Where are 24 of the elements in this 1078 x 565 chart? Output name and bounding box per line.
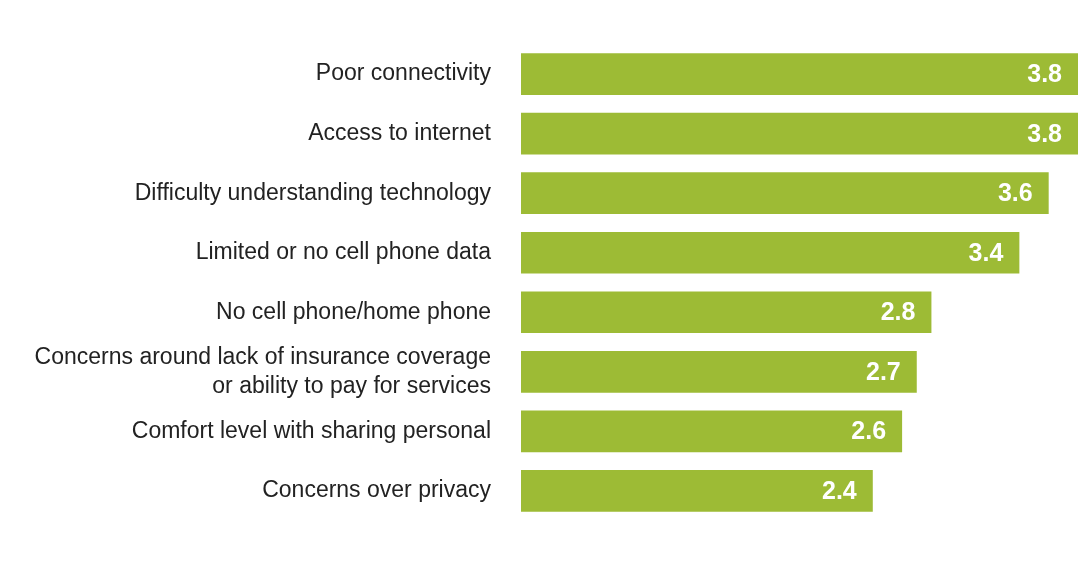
y-tick-label: Poor connectivity xyxy=(315,59,492,86)
data-label: 2.6 xyxy=(851,416,887,445)
bar xyxy=(521,231,1020,274)
bar xyxy=(521,410,903,453)
y-tick-label: Concerns around lack of insurance coverage or ability to pay for services xyxy=(34,342,491,398)
bar xyxy=(521,112,1078,155)
data-label: 2.7 xyxy=(866,356,901,385)
data-label: 2.8 xyxy=(880,297,916,326)
data-label: 2.4 xyxy=(822,475,857,504)
data-label: 3.8 xyxy=(1027,59,1063,88)
bar xyxy=(521,172,1049,215)
y-tick-label: Limited or no cell phone data xyxy=(195,238,492,265)
data-label: 3.4 xyxy=(968,237,1004,266)
bar xyxy=(521,53,1078,95)
y-tick-label: Difficulty understanding technology xyxy=(134,178,492,205)
data-label: 3.6 xyxy=(997,178,1033,207)
bar xyxy=(521,291,932,334)
bar xyxy=(521,470,873,512)
y-tick-label: Comfort level with sharing personal xyxy=(131,416,491,443)
y-tick-label: No cell phone/home phone xyxy=(216,297,491,324)
data-label: 3.8 xyxy=(1027,118,1063,147)
y-tick-label: Access to internet xyxy=(308,119,492,146)
y-tick-label: Concerns over privacy xyxy=(262,476,492,503)
bar xyxy=(521,350,917,393)
